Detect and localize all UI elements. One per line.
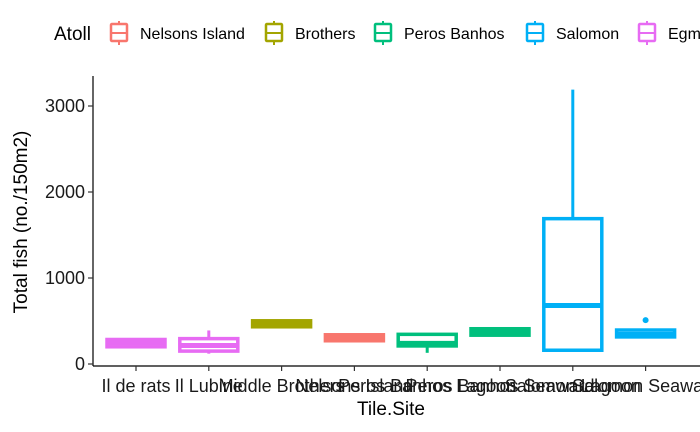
legend-title: Atoll: [54, 24, 91, 45]
legend-key-egm: Egm: [637, 21, 700, 45]
box-peros-banhos-seaward: [469, 326, 531, 337]
y-tick-label: 1000: [45, 268, 85, 288]
box-salomon-seaward: [614, 317, 677, 339]
box-body: [542, 216, 604, 352]
y-tick-label: 3000: [45, 96, 85, 116]
legend: Atoll Nelsons Island Brothers Peros Banhos…: [54, 21, 700, 45]
y-axis-title: Total fish (no./150m2): [11, 131, 32, 314]
x-tick-label: Il Lubine: [175, 376, 243, 396]
y-tick-label: 2000: [45, 182, 85, 202]
box-peros-banhos-lagoon: [396, 332, 458, 353]
box-salomon-lagoon: [542, 89, 604, 352]
x-tick-label: Il de rats: [101, 376, 170, 396]
box-middle-brothers: [250, 319, 313, 329]
legend-key-nelsons-island: Nelsons Island: [109, 21, 245, 45]
legend-label: Peros Banhos: [404, 26, 505, 43]
box-body: [396, 332, 458, 348]
legend-key-peros-banhos: Peros Banhos: [373, 21, 505, 45]
x-tick-label: Peros Banhos Seaward: [405, 376, 594, 396]
box-il-de-rats: [105, 337, 167, 349]
y-tick-label: 0: [75, 354, 85, 374]
x-axis-title: Tile.Site: [357, 399, 425, 420]
legend-label: Nelsons Island: [140, 26, 245, 43]
box-nelsons-island: [323, 333, 386, 343]
x-tick-label: Peros Banhos Lagoon: [338, 376, 516, 396]
legend-label: Egm: [668, 26, 700, 43]
legend-key-salomon: Salomon: [525, 21, 619, 45]
x-tick-label: Salomon Seaward: [572, 376, 700, 396]
legend-key-brothers: Brothers: [264, 21, 355, 45]
plot-area: [105, 89, 677, 354]
box-il-lubine: [178, 330, 240, 354]
outlier-point: [642, 317, 649, 324]
x-tick-label: Salomon Lagoon: [505, 376, 641, 396]
x-tick-label: Nelsons Island: [295, 376, 413, 396]
legend-label: Salomon: [556, 26, 619, 43]
legend-label: Brothers: [295, 26, 355, 43]
x-tick-label: Middle Brothers: [219, 376, 345, 396]
